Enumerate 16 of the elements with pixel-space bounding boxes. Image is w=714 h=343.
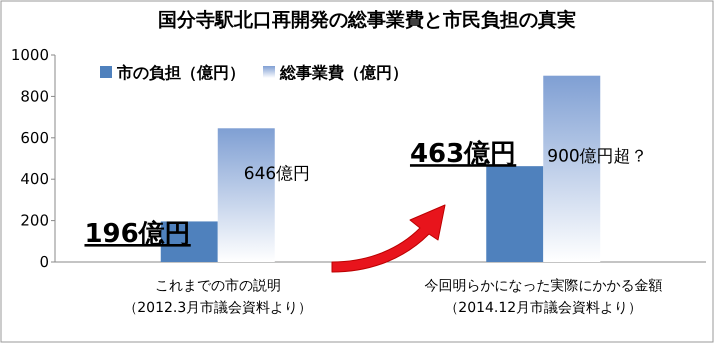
y-tick-label: 400 <box>20 170 49 188</box>
data-label: 646億円 <box>244 164 310 184</box>
legend-label: 市の負担（億円） <box>116 63 245 82</box>
y-tick-label: 200 <box>20 212 49 230</box>
y-tick-label: 1000 <box>10 46 49 64</box>
legend-label: 総事業費（億円） <box>279 63 408 82</box>
x-tick-label: 今回明らかになった実際にかかる金額（2014.12月市議会資料より） <box>424 278 662 316</box>
y-tick-label: 800 <box>20 87 49 106</box>
y-tick-label: 0 <box>39 253 49 271</box>
chart-title: 国分寺駅北口再開発の総事業費と市民負担の真実 <box>158 9 576 31</box>
y-tick-label: 600 <box>20 128 49 147</box>
data-label: 463億円 <box>410 139 516 170</box>
bar <box>486 166 544 262</box>
data-label: 900億円超？ <box>547 146 648 166</box>
x-tick-label: これまでの市の説明（2012.3月市議会資料より） <box>123 278 312 316</box>
bar <box>218 128 275 262</box>
